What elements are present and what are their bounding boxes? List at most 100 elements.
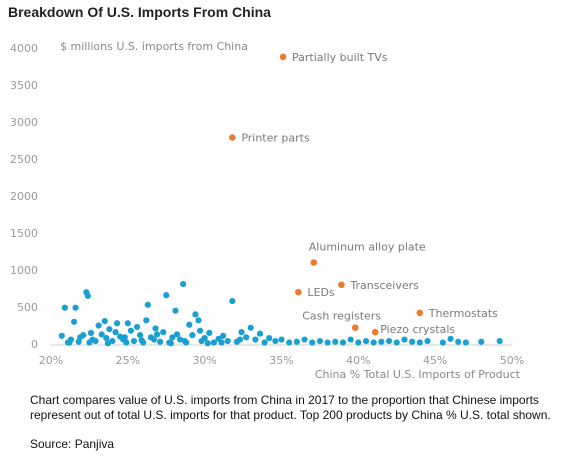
x-tick-label: 30% (192, 354, 216, 367)
scatter-chart: $ millions U.S. imports from China China… (10, 40, 524, 381)
data-point (150, 336, 158, 343)
data-point (70, 318, 78, 325)
data-point (247, 324, 254, 331)
data-point (238, 329, 245, 336)
data-point (95, 322, 102, 329)
data-point (157, 338, 164, 345)
data-point (133, 323, 141, 331)
data-point (401, 336, 408, 343)
data-point (210, 339, 217, 346)
data-point (378, 338, 385, 345)
data-point (339, 339, 347, 346)
data-point (137, 332, 144, 339)
y-tick-label: 1000 (10, 264, 38, 277)
x-tick-label: 25% (116, 354, 140, 367)
y-tick-label: 500 (17, 301, 38, 314)
data-point (121, 334, 128, 341)
data-point (252, 336, 259, 343)
x-tick-label: 50% (500, 354, 524, 367)
highlighted-point (351, 324, 359, 332)
point-label: Aluminum alloy plate (309, 241, 426, 254)
data-point (152, 325, 159, 332)
data-point (362, 337, 370, 345)
point-label: Printer parts (241, 132, 310, 145)
highlighted-point (371, 328, 379, 336)
data-point (143, 317, 150, 324)
data-point (87, 329, 95, 336)
data-point (80, 332, 87, 339)
chart-source: Source: Panjiva (30, 437, 115, 451)
data-point (393, 339, 400, 346)
data-point (316, 337, 324, 345)
data-point (109, 337, 116, 345)
x-tick-label: 20% (39, 354, 63, 367)
data-point (243, 334, 250, 341)
data-point (324, 339, 331, 346)
x-axis-label: China % Total U.S. Imports of Product (315, 368, 521, 381)
y-axis-label: $ millions U.S. imports from China (60, 40, 248, 53)
data-point (144, 301, 151, 308)
data-point (160, 329, 167, 336)
data-point (98, 331, 105, 338)
data-point (186, 321, 193, 328)
y-tick-label: 3500 (10, 79, 38, 92)
data-point (462, 339, 469, 346)
x-tick-label: 40% (346, 354, 370, 367)
data-point (478, 338, 485, 345)
data-point (301, 336, 308, 343)
data-point (218, 339, 225, 346)
chart-title: Breakdown Of U.S. Imports From China (8, 4, 271, 20)
data-point (113, 320, 121, 327)
data-point (204, 340, 211, 347)
data-point (123, 339, 130, 346)
data-point (224, 337, 231, 345)
data-point (167, 340, 174, 347)
data-point (261, 339, 268, 346)
data-point (220, 332, 227, 339)
data-point (370, 339, 377, 346)
data-point (266, 334, 273, 342)
data-point (61, 304, 68, 311)
data-point (72, 304, 79, 311)
data-point (195, 317, 202, 324)
y-tick-label: 1500 (10, 227, 38, 240)
data-point (256, 330, 264, 337)
data-point (424, 337, 431, 345)
data-point (127, 327, 135, 334)
data-point (189, 332, 196, 339)
data-point (347, 336, 354, 343)
highlighted-point (338, 281, 345, 289)
y-tick-label: 2500 (10, 153, 38, 166)
data-point (332, 338, 339, 345)
data-point (385, 337, 393, 345)
y-tick-label: 3000 (10, 116, 38, 129)
chart-caption: Chart compares value of U.S. imports fro… (30, 393, 551, 422)
highlighted-point (229, 134, 236, 141)
highlighted-point (416, 309, 424, 317)
data-point (278, 336, 285, 343)
data-point (181, 337, 188, 345)
highlighted-point (295, 288, 302, 296)
y-tick-label: 2000 (10, 190, 38, 203)
highlighted-point (279, 53, 287, 61)
point-label: Transceivers (349, 279, 419, 292)
data-point (130, 337, 138, 345)
y-tick-label: 0 (31, 338, 38, 351)
data-point (206, 329, 213, 336)
data-point (416, 339, 423, 346)
data-point (66, 339, 73, 346)
data-point (58, 332, 65, 339)
highlighted-point (310, 259, 318, 266)
data-point (173, 331, 181, 338)
data-point (124, 320, 131, 327)
data-point (138, 337, 145, 344)
point-label: Piezo crystals (380, 323, 455, 336)
data-point (229, 297, 236, 305)
point-label: Partially built TVs (292, 51, 388, 64)
point-label: Cash registers (302, 310, 381, 323)
data-point (192, 311, 199, 318)
data-point (439, 339, 446, 346)
data-point (355, 339, 362, 346)
data-point (112, 329, 119, 336)
x-tick-label: 45% (423, 354, 447, 367)
